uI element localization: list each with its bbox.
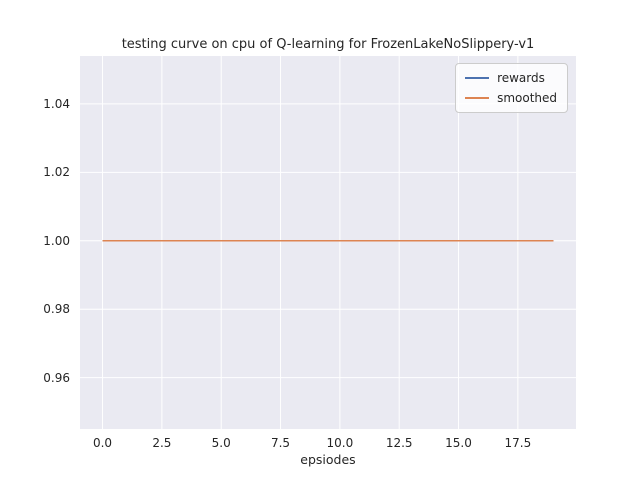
- x-tick-label: 17.5: [504, 436, 532, 450]
- x-axis-label: epsiodes: [300, 452, 356, 467]
- x-tick-label: 2.5: [152, 436, 172, 450]
- x-tick-label: 12.5: [385, 436, 413, 450]
- legend-line-rewards-icon: [465, 77, 490, 79]
- y-tick-label: 0.98: [43, 302, 70, 317]
- legend-item-rewards: rewards: [465, 70, 557, 86]
- legend-item-smoothed: smoothed: [465, 90, 557, 106]
- legend-label-rewards: rewards: [497, 71, 545, 85]
- y-tick-label: 1.00: [43, 233, 70, 248]
- y-tick-label: 1.02: [43, 165, 70, 180]
- x-tick-label: 10.0: [326, 436, 354, 450]
- x-tick-label: 15.0: [445, 436, 472, 450]
- plot-area: [80, 56, 576, 429]
- chart-title: testing curve on cpu of Q-learning for F…: [121, 37, 535, 52]
- legend-label-smoothed: smoothed: [497, 91, 557, 105]
- x-tick-label: 7.5: [270, 436, 291, 450]
- legend: rewards smoothed: [455, 63, 568, 113]
- y-tick-label: 0.96: [43, 370, 70, 385]
- y-tick-label: 1.04: [43, 96, 70, 111]
- x-tick-label: 5.0: [211, 436, 231, 450]
- x-tick-label: 0.0: [92, 436, 113, 450]
- legend-line-smoothed-icon: [465, 97, 490, 99]
